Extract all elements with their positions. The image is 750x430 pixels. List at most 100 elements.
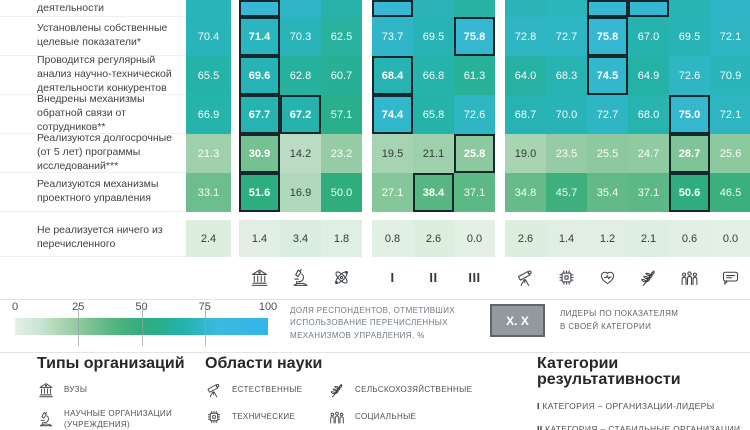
heatmap-cell: 25.8 bbox=[454, 134, 495, 173]
column-header bbox=[546, 267, 587, 288]
heatmap-cell: 19.0 bbox=[505, 134, 546, 173]
row-label: Реализуются долгосрочные (от 5 лет) прог… bbox=[0, 132, 186, 173]
table-row-partial: деятельности bbox=[0, 0, 750, 17]
heatmap-cell: 73.7 bbox=[372, 17, 413, 56]
heatmap-cell: 75.8 bbox=[587, 17, 628, 56]
heatmap-cell: 65.8 bbox=[413, 95, 454, 134]
heatmap-cell bbox=[372, 0, 413, 17]
row-label: Установлены собственные целевые показате… bbox=[0, 17, 186, 56]
heatmap-cell: 68.7 bbox=[505, 95, 546, 134]
legend-item: СЕЛЬСКОХОЗЯЙСТВЕННЫЕ bbox=[328, 381, 508, 399]
heatmap-cell bbox=[239, 0, 280, 17]
heatmap-cell: 69.5 bbox=[669, 17, 710, 56]
table-row: Установлены собственные целевые показате… bbox=[0, 17, 750, 56]
legend-item: ВУЗЫ bbox=[37, 381, 199, 399]
row-label: деятельности bbox=[0, 0, 186, 17]
heatmap-cell: 70.9 bbox=[710, 56, 750, 95]
heatmap-cell: 23.5 bbox=[546, 134, 587, 173]
legend-item-label: ТЕХНИЧЕСКИЕ bbox=[232, 412, 296, 422]
table-row: Проводится регулярный анализ научно-техн… bbox=[0, 54, 750, 95]
heatmap-cell: 23.2 bbox=[321, 134, 362, 173]
heatmap-cell: 70.3 bbox=[280, 17, 321, 56]
heatmap-cell bbox=[280, 0, 321, 17]
heatmap-cell: 0.0 bbox=[454, 220, 495, 257]
heatmap-cell: 37.1 bbox=[628, 173, 669, 212]
section-title: Типы организаций bbox=[37, 355, 185, 372]
heatmap-cell: 21.3 bbox=[186, 134, 231, 173]
telescope-icon bbox=[205, 381, 223, 399]
heatmap-cell: 72.6 bbox=[454, 95, 495, 134]
column-header bbox=[710, 267, 750, 288]
medicine-icon bbox=[597, 267, 618, 288]
heatmap-cell: 2.4 bbox=[186, 220, 231, 257]
heatmap-cell: 1.4 bbox=[239, 220, 280, 257]
legend-item: СОЦИАЛЬНЫЕ bbox=[328, 408, 508, 426]
heatmap-cell bbox=[669, 0, 710, 17]
heatmap-cell: 70.4 bbox=[186, 17, 231, 56]
table-row: Внедрены механизмы обратной связи от сот… bbox=[0, 93, 750, 134]
heatmap-cell: 60.7 bbox=[321, 56, 362, 95]
heatmap-cell bbox=[587, 0, 628, 17]
section-title: Категории результативности bbox=[537, 355, 681, 388]
heatmap-cell: 72.8 bbox=[505, 17, 546, 56]
heatmap-cell: 28.7 bbox=[669, 134, 710, 173]
heatmap-cell: 0.0 bbox=[710, 220, 750, 257]
heatmap-cell: 74.4 bbox=[372, 95, 413, 134]
people-icon bbox=[679, 267, 700, 288]
heatmap-cell: 69.6 bbox=[239, 56, 280, 95]
heatmap-cell: 72.1 bbox=[710, 17, 750, 56]
heatmap-cell: 66.8 bbox=[413, 56, 454, 95]
heatmap-cell: 1.4 bbox=[546, 220, 587, 257]
heatmap-cell: 25.6 bbox=[710, 134, 750, 173]
result-categories-section: Категории результативности I КАТЕГОРИЯ –… bbox=[537, 356, 750, 430]
wheat-icon bbox=[638, 267, 659, 288]
heatmap-cell: 37.1 bbox=[454, 173, 495, 212]
heatmap-cell: 72.7 bbox=[587, 95, 628, 134]
chip-icon bbox=[205, 408, 223, 426]
heatmap-cell: 50.6 bbox=[669, 173, 710, 212]
heatmap-cell: 3.4 bbox=[280, 220, 321, 257]
column-header bbox=[587, 267, 628, 288]
heatmap-cell: 1.8 bbox=[321, 220, 362, 257]
scale-tick-label: 0 bbox=[11, 301, 19, 313]
column-header bbox=[669, 267, 710, 288]
people-icon bbox=[328, 408, 346, 426]
heatmap-cell: 65.5 bbox=[186, 56, 231, 95]
leader-symbol-box: X. X bbox=[490, 304, 545, 337]
column-header bbox=[505, 267, 546, 288]
heatmap-cell: 51.6 bbox=[239, 173, 280, 212]
category-number: I bbox=[537, 401, 540, 411]
heatmap-cell bbox=[413, 0, 454, 17]
heatmap-cell bbox=[710, 0, 750, 17]
legend-item-label: ВУЗЫ bbox=[64, 385, 88, 395]
heatmap-cell: 71.4 bbox=[239, 17, 280, 56]
category-legend-item: II КАТЕГОРИЯ – СТАБИЛЬНЫЕ ОРГАНИЗАЦИИ bbox=[537, 424, 750, 430]
org-types-section: Типы организаций ВУЗЫ НАУЧНЫЕ ОРГАНИЗАЦИИ… bbox=[37, 356, 199, 430]
heatmap-cell: 72.1 bbox=[710, 95, 750, 134]
heatmap-cell: 0.6 bbox=[669, 220, 710, 257]
row-label: Не реализуется ничего из перечисленного bbox=[0, 220, 186, 257]
chip-icon bbox=[556, 267, 577, 288]
atom-icon bbox=[331, 267, 352, 288]
legend-item: ТЕХНИЧЕСКИЕ bbox=[205, 408, 330, 426]
heatmap-cell: 70.0 bbox=[546, 95, 587, 134]
heatmap-cell: 64.9 bbox=[628, 56, 669, 95]
heatmap-cell: 62.5 bbox=[321, 17, 362, 56]
scale-tick-line bbox=[204, 306, 206, 346]
heatmap-cell: 66.9 bbox=[186, 95, 231, 134]
section-title: Области науки bbox=[205, 355, 323, 372]
category-legend-item: I КАТЕГОРИЯ – ОРГАНИЗАЦИИ-ЛИДЕРЫ bbox=[537, 401, 715, 411]
legend-item-label: СЕЛЬСКОХОЗЯЙСТВЕННЫЕ bbox=[355, 385, 473, 395]
microscope-icon bbox=[290, 267, 311, 288]
heatmap-cell: 21.1 bbox=[413, 134, 454, 173]
heatmap-cell bbox=[186, 0, 231, 17]
column-header bbox=[239, 267, 280, 288]
heatmap-cell: 1.2 bbox=[587, 220, 628, 257]
heatmap-cell: 72.6 bbox=[669, 56, 710, 95]
table-row: Не реализуется ничего из перечисленного 2… bbox=[0, 220, 750, 257]
color-scale-legend: ДОЛЯ РЕСПОНДЕНТОВ, ОТМЕТИВШИХ ИСПОЛЬЗОВА… bbox=[0, 301, 750, 349]
scale-tick-line bbox=[141, 306, 143, 346]
column-header bbox=[280, 267, 321, 288]
heatmap-cell: 68.0 bbox=[628, 95, 669, 134]
heatmap-cell: 74.5 bbox=[587, 56, 628, 95]
